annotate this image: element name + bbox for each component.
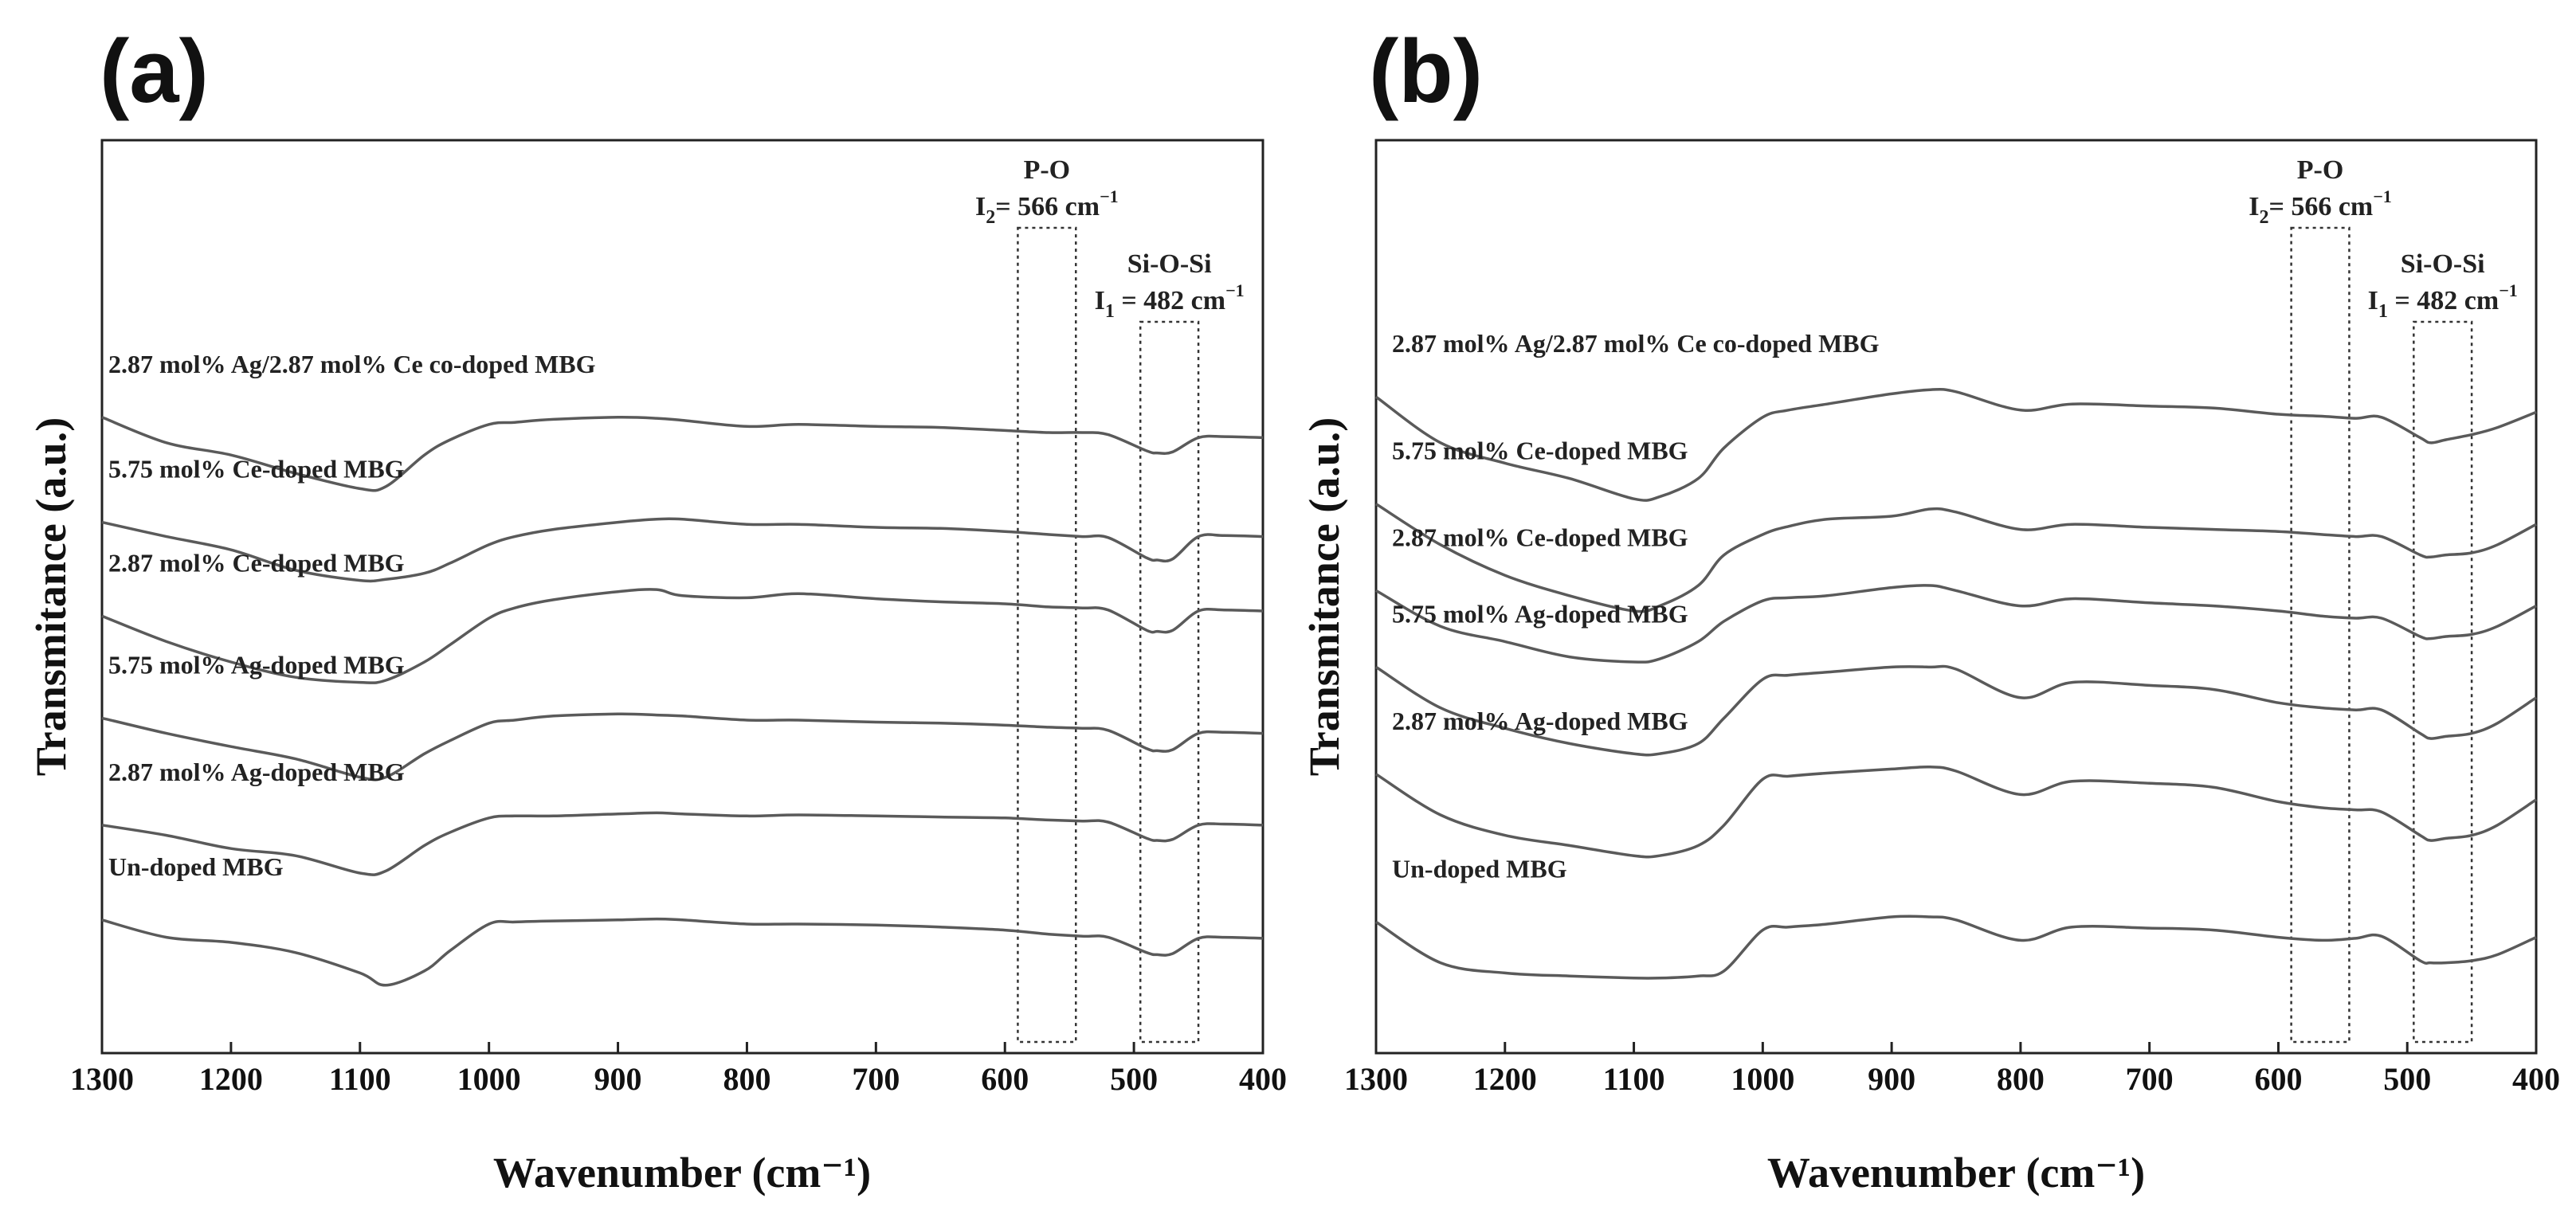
series-label: 5.75 mol% Ce-doped MBG xyxy=(1392,437,1688,465)
panel-b-y-axis-title: Transmitance (a.u.) xyxy=(1300,417,1348,776)
spectrum-line xyxy=(101,588,1264,684)
panel-b-spectra xyxy=(1374,387,2537,980)
series-label: 5.75 mol% Ce-doped MBG xyxy=(108,455,405,484)
panel-a: (a) 1300 1200 1100 1000 900 800 700 600 500 400 P… xyxy=(27,22,1287,1196)
x-tick-label: 1100 xyxy=(1603,1061,1665,1097)
panel-b-letter: (b) xyxy=(1369,22,1483,121)
spectrum-line xyxy=(101,517,1264,583)
annotation-band-p-o xyxy=(1017,226,1077,1044)
x-tick-label: 600 xyxy=(2254,1061,2302,1097)
series-label: 5.75 mol% Ag-doped MBG xyxy=(108,650,405,679)
annotation-value: I2= 566 cm−1 xyxy=(2249,186,2392,228)
series-label: 2.87 mol% Ag/2.87 mol% Ce co-doped MBG xyxy=(108,350,596,378)
spectrum-line xyxy=(1375,503,2537,613)
annotation-value: I1 = 482 cm−1 xyxy=(1095,280,1245,322)
panel-b-plot-frame xyxy=(1374,139,2538,1055)
panel-b-series-labels: 2.87 mol% Ag/2.87 mol% Ce co-doped MBG 5.… xyxy=(1392,329,1880,883)
x-tick-label: 1000 xyxy=(457,1061,521,1097)
x-tick-label: 500 xyxy=(2383,1061,2431,1097)
x-tick-label: 900 xyxy=(1868,1061,1915,1097)
panel-a-y-axis-title: Transmitance (a.u.) xyxy=(27,417,75,776)
x-tick-label: 400 xyxy=(1239,1061,1287,1097)
spectrum-line xyxy=(1375,765,2537,859)
series-label: 2.87 mol% Ag-doped MBG xyxy=(1392,707,1688,735)
x-tick-label: 800 xyxy=(1997,1061,2045,1097)
spectrum-line xyxy=(101,712,1264,781)
annotation-value: I2= 566 cm−1 xyxy=(975,186,1119,228)
series-label: Un-doped MBG xyxy=(108,852,284,881)
panel-b: (b) 1300 1200 1100 1000 900 800 700 600 500 400 P… xyxy=(1300,22,2560,1196)
x-tick-label: 500 xyxy=(1110,1061,1158,1097)
spectrum-line xyxy=(1375,664,2537,757)
panel-a-spectra xyxy=(101,416,1264,987)
x-tick-label: 700 xyxy=(852,1061,900,1097)
panel-b-x-axis-title: Wavenumber (cm⁻¹) xyxy=(1767,1149,2145,1196)
annotation-title: P-O xyxy=(1024,155,1071,185)
x-tick-label: 1200 xyxy=(199,1061,263,1097)
panel-a-series-labels: 2.87 mol% Ag/2.87 mol% Ce co-doped MBG 5.… xyxy=(108,350,596,881)
spectrum-line xyxy=(101,811,1264,876)
x-tick-label: 1300 xyxy=(70,1061,134,1097)
panel-a-plot-frame xyxy=(100,139,1264,1055)
annotation-title: Si-O-Si xyxy=(2401,249,2485,279)
x-tick-label: 1000 xyxy=(1731,1061,1794,1097)
annotation-band-si-o-si xyxy=(2413,320,2473,1044)
spectrum-line xyxy=(1375,584,2537,664)
annotation-band-si-o-si xyxy=(1139,320,1200,1044)
x-tick-label: 1200 xyxy=(1473,1061,1537,1097)
panel-a-x-ticks: 1300 1200 1100 1000 900 800 700 600 500 400 xyxy=(70,1042,1287,1097)
spectrum-line xyxy=(101,917,1264,987)
x-tick-label: 400 xyxy=(2512,1061,2560,1097)
panel-a-x-axis-title: Wavenumber (cm⁻¹) xyxy=(493,1149,871,1196)
spectrum-line xyxy=(1374,387,2537,502)
series-label: 2.87 mol% Ag/2.87 mol% Ce co-doped MBG xyxy=(1392,329,1880,358)
annotation-title: Si-O-Si xyxy=(1127,249,1212,279)
annotation-band-p-o xyxy=(2290,226,2351,1044)
series-label: Un-doped MBG xyxy=(1392,854,1567,883)
spectrum-line xyxy=(1375,914,2537,980)
annotation-title: P-O xyxy=(2297,155,2344,185)
x-tick-label: 1300 xyxy=(1344,1061,1408,1097)
series-label: 2.87 mol% Ce-doped MBG xyxy=(108,548,405,577)
spectrum-line xyxy=(101,416,1264,492)
x-tick-label: 600 xyxy=(981,1061,1029,1097)
panel-a-letter: (a) xyxy=(100,22,209,121)
annotation-value: I1 = 482 cm−1 xyxy=(2368,280,2518,322)
x-tick-label: 800 xyxy=(723,1061,770,1097)
x-tick-label: 1100 xyxy=(329,1061,391,1097)
x-tick-label: 900 xyxy=(594,1061,642,1097)
series-label: 5.75 mol% Ag-doped MBG xyxy=(1392,599,1688,628)
series-label: 2.87 mol% Ag-doped MBG xyxy=(108,758,405,786)
x-tick-label: 700 xyxy=(2126,1061,2174,1097)
panel-b-x-ticks: 1300 1200 1100 1000 900 800 700 600 500 400 xyxy=(1344,1042,2560,1097)
series-label: 2.87 mol% Ce-doped MBG xyxy=(1392,523,1688,551)
